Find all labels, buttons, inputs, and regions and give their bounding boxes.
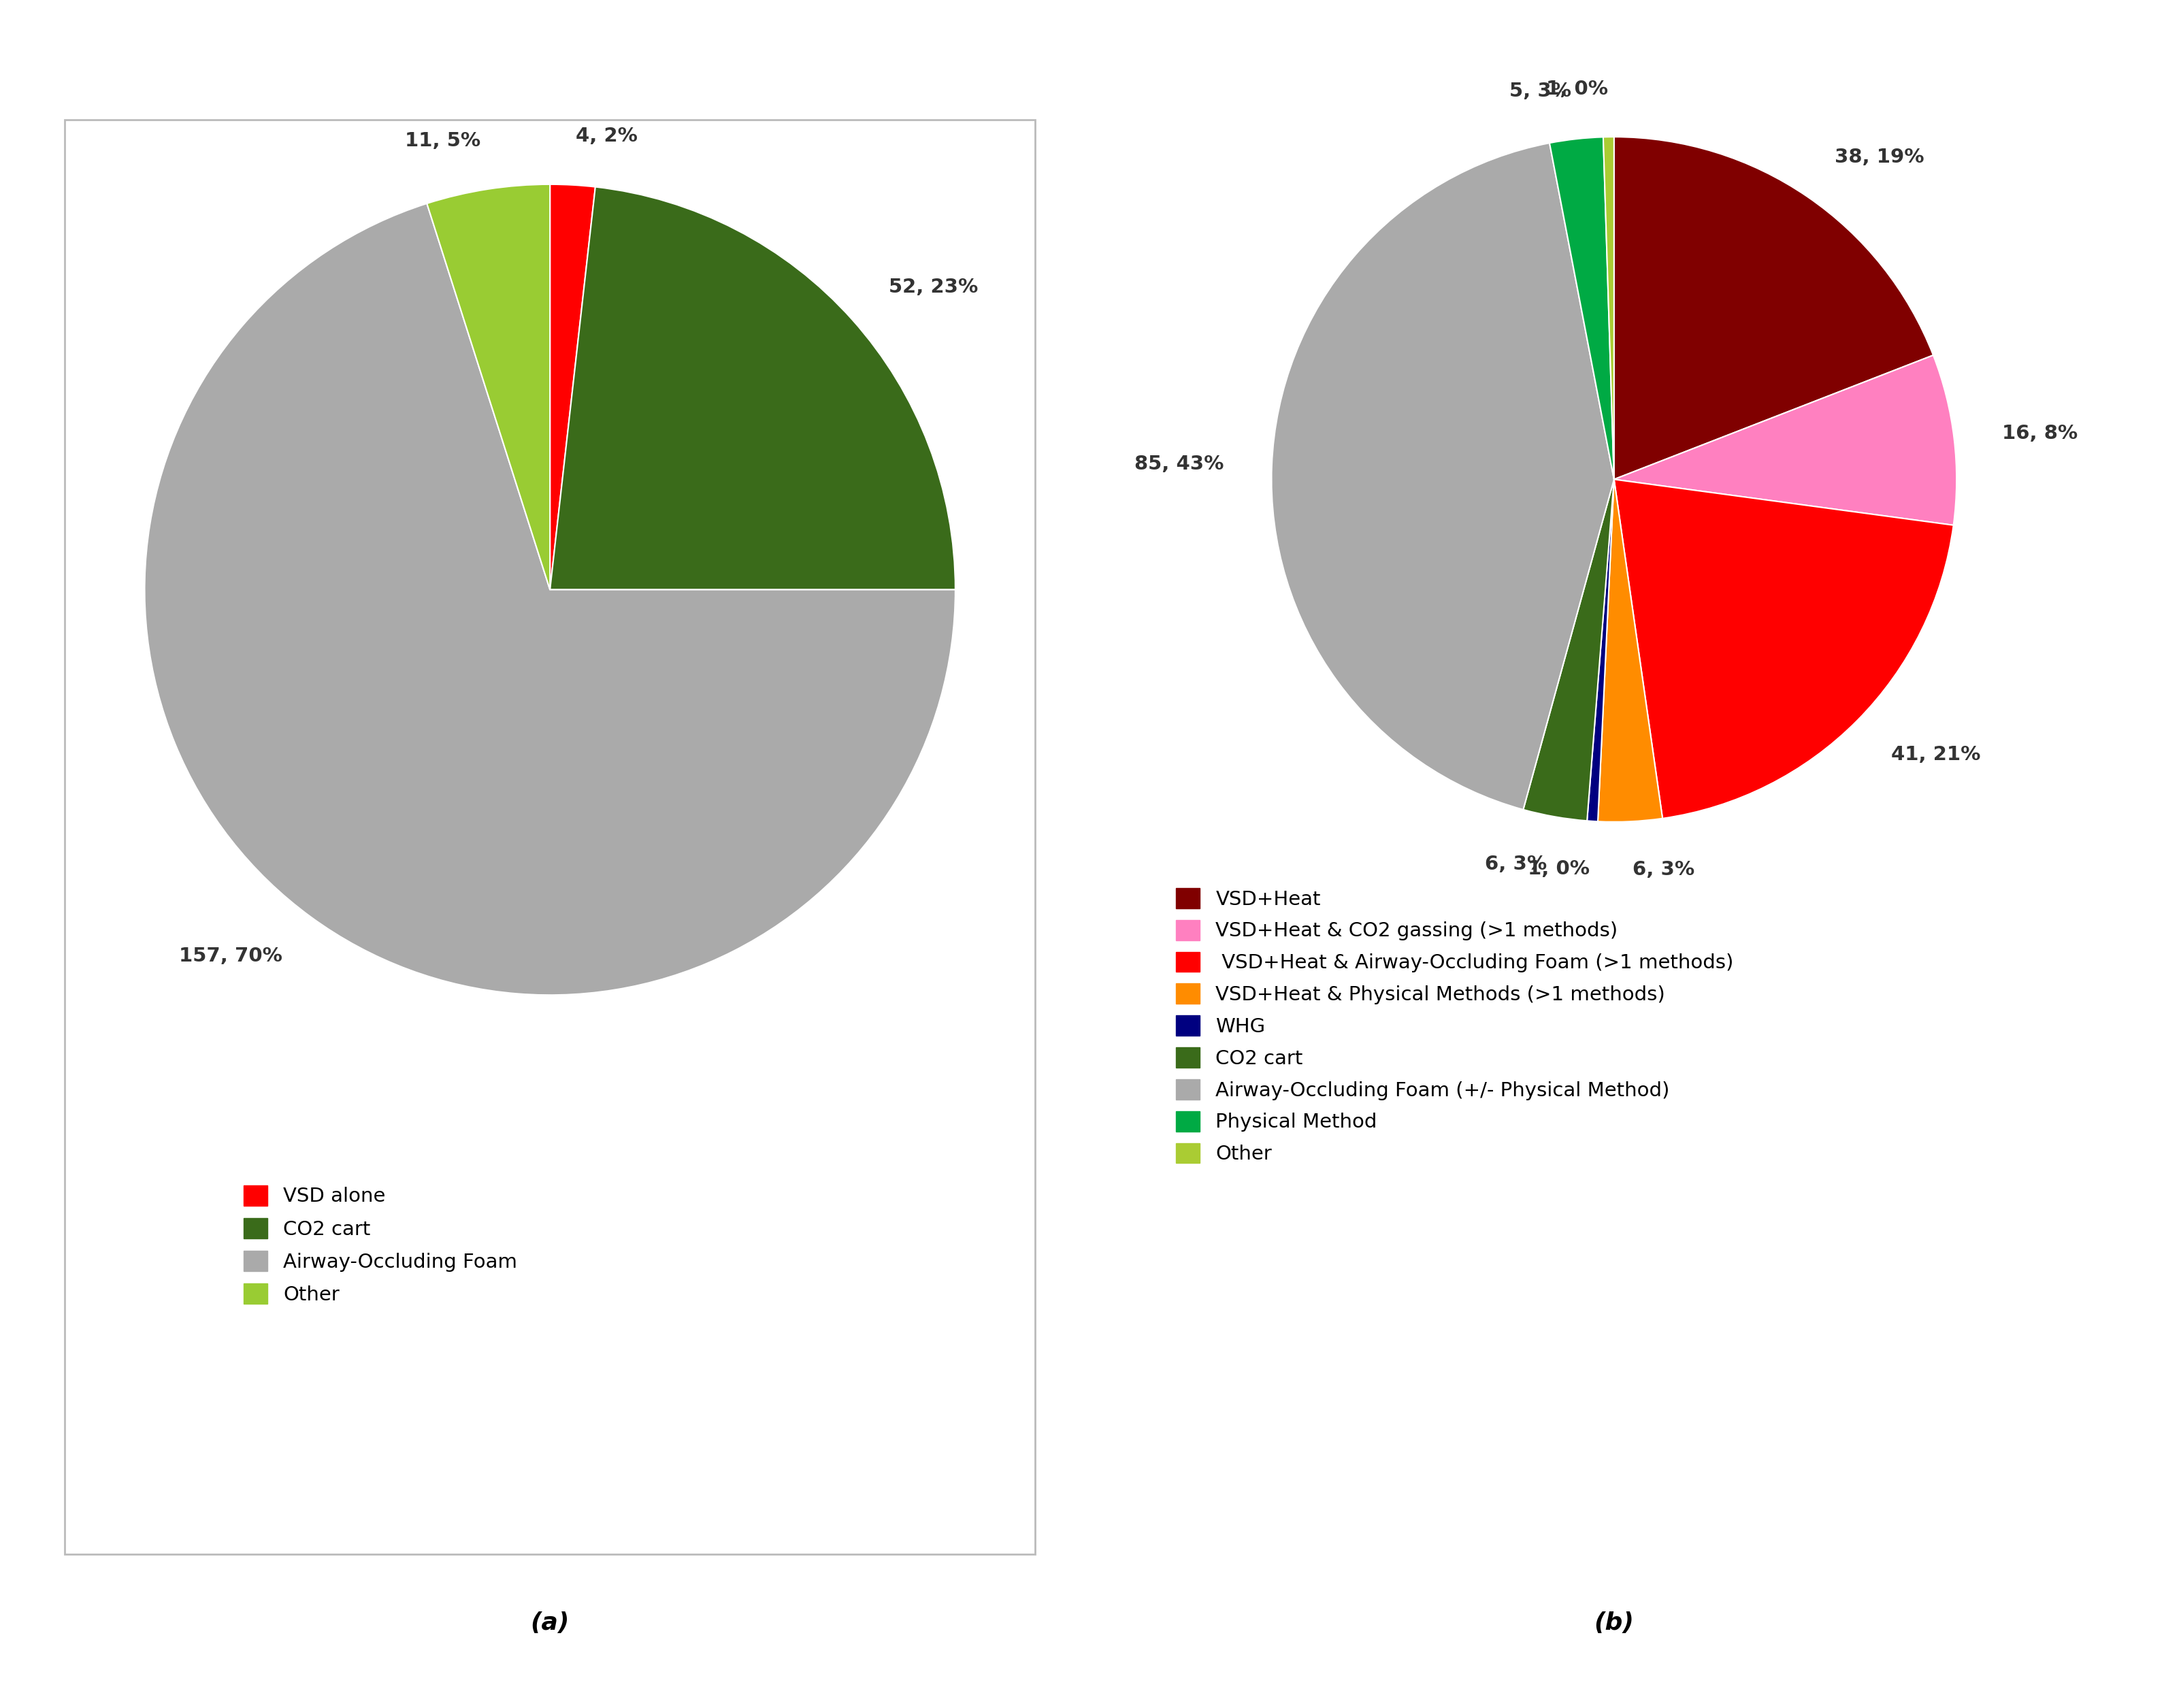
Text: 16, 8%: 16, 8% [2002,424,2077,442]
Text: 1, 0%: 1, 0% [1528,859,1588,878]
Legend: VSD+Heat, VSD+Heat & CO2 gassing (>1 methods),  VSD+Heat & Airway-Occluding Foam: VSD+Heat, VSD+Heat & CO2 gassing (>1 met… [1169,880,1742,1172]
Wedge shape [1614,137,1932,480]
Wedge shape [1597,480,1662,822]
Text: 85, 43%: 85, 43% [1134,454,1225,473]
Wedge shape [426,184,550,589]
Text: 157, 70%: 157, 70% [180,946,281,965]
Text: 4, 2%: 4, 2% [576,126,636,145]
Wedge shape [1549,137,1614,480]
Text: 11, 5%: 11, 5% [405,132,480,150]
Text: 6, 3%: 6, 3% [1632,859,1694,880]
Wedge shape [1614,480,1954,818]
Text: 1, 0%: 1, 0% [1545,80,1608,99]
Wedge shape [1614,355,1956,524]
Wedge shape [1523,480,1614,822]
Text: 41, 21%: 41, 21% [1891,745,1980,763]
Text: (b): (b) [1595,1611,1634,1635]
Wedge shape [1586,480,1614,822]
Text: 52, 23%: 52, 23% [889,278,978,297]
Text: 6, 3%: 6, 3% [1485,854,1547,873]
Wedge shape [145,203,954,996]
Text: (a): (a) [530,1611,569,1635]
Text: 5, 3%: 5, 3% [1508,82,1571,101]
Wedge shape [550,186,954,589]
Wedge shape [550,184,595,589]
Wedge shape [1272,143,1614,810]
Text: 38, 19%: 38, 19% [1835,147,1924,167]
Legend: VSD alone, CO2 cart, Airway-Occluding Foam, Other: VSD alone, CO2 cart, Airway-Occluding Fo… [236,1177,526,1313]
Wedge shape [1604,137,1614,480]
